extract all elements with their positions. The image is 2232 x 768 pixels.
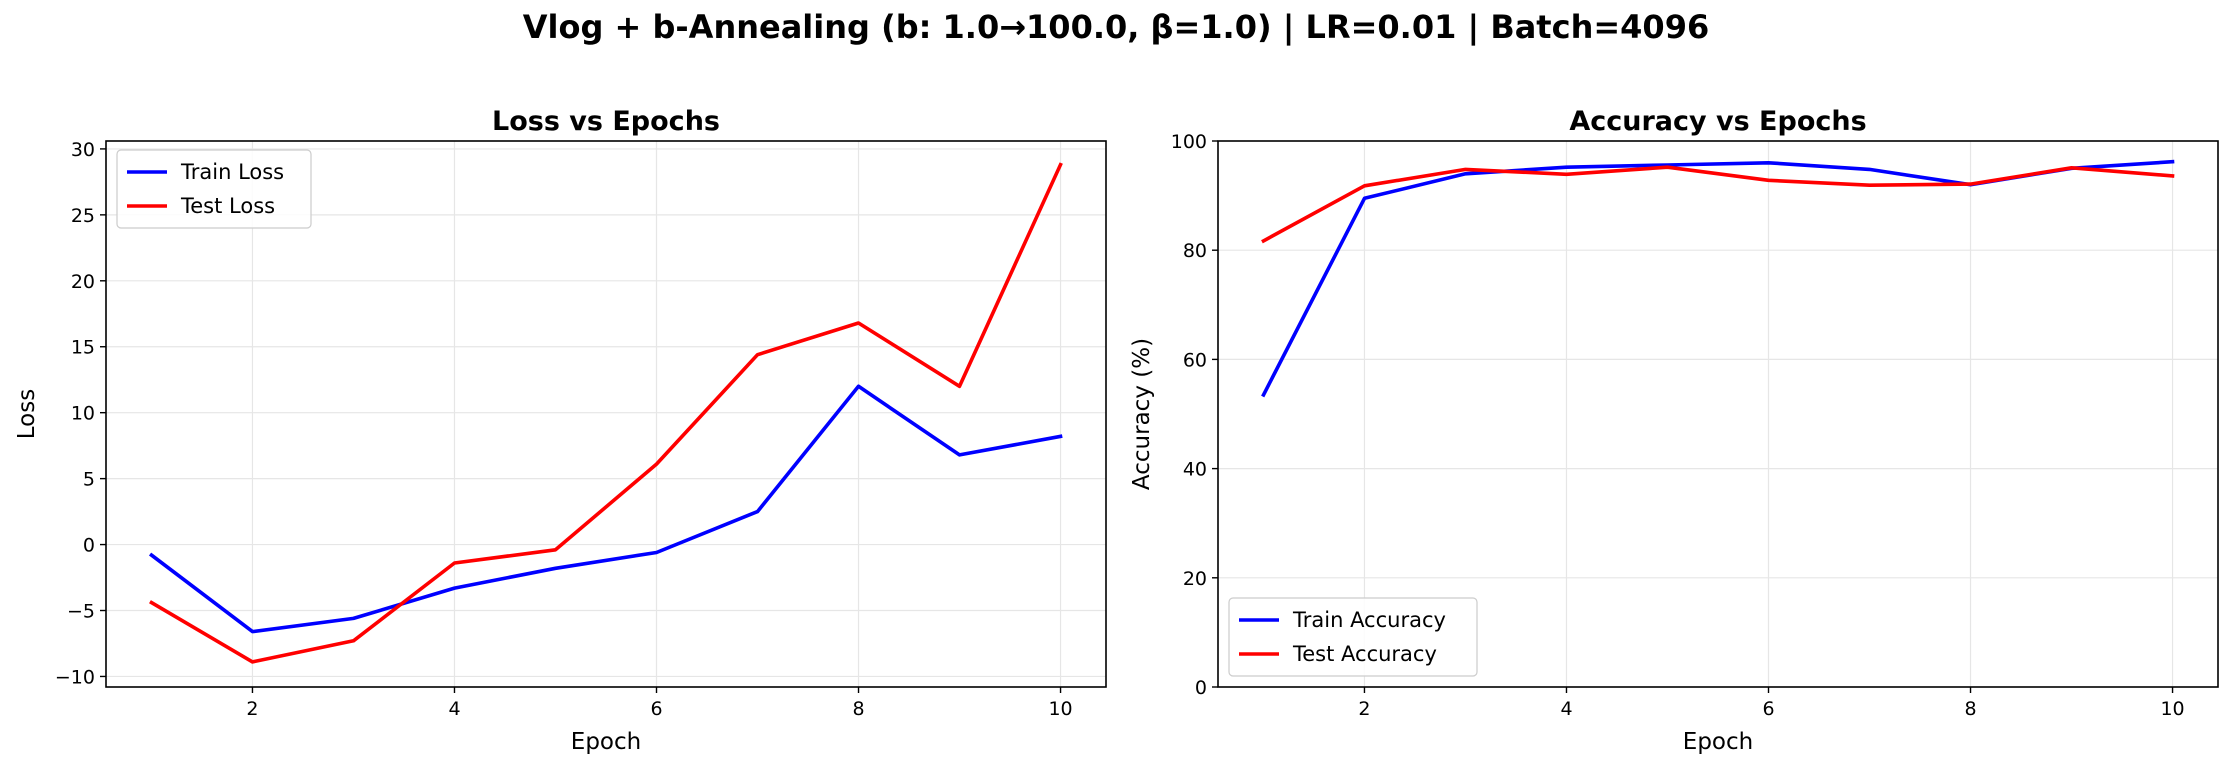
y-tick-label: 0 [1195, 677, 1207, 699]
series-line-test-accuracy [1261, 165, 2175, 244]
y-tick-label: 15 [71, 337, 95, 359]
x-tick-label: 8 [1964, 698, 1976, 720]
y-tick-label: 20 [1183, 568, 1207, 590]
y-tick-label: 10 [71, 403, 95, 425]
plot-frame [1217, 140, 2219, 688]
y-tick-label: 0 [83, 535, 95, 557]
y-tick-label: 30 [71, 139, 95, 161]
y-tick-label: 80 [1183, 240, 1207, 262]
x-tick-label: 4 [1560, 698, 1572, 720]
legend-label: Train Loss [180, 160, 284, 184]
x-tick-label: 6 [1762, 698, 1774, 720]
series-line-test-loss [149, 162, 1063, 664]
x-tick-label: 6 [650, 698, 662, 720]
x-tick-label: 2 [246, 698, 258, 720]
loss-chart: 2 4 6 8 10 −10 −5 0 5 10 15 20 25 30 Loss vs Epochs Epo… [14, 106, 1107, 755]
y-tick-label: 40 [1183, 459, 1207, 481]
series-line-train-loss [148, 384, 1063, 634]
legend-box [116, 149, 312, 229]
chart-title: Loss vs Epochs [492, 106, 720, 137]
legend-label: Test Loss [180, 194, 275, 218]
x-tick-label: 2 [1358, 698, 1370, 720]
y-tick-label: 5 [83, 469, 95, 491]
y-tick-label: −10 [55, 666, 95, 688]
legend-box [1228, 597, 1478, 677]
x-axis-label: Epoch [571, 729, 641, 755]
x-tick-label: 8 [852, 698, 864, 720]
x-tick-label: 10 [2160, 698, 2184, 720]
legend-label: Train Accuracy [1292, 608, 1446, 632]
y-tick-label: 100 [1171, 131, 1207, 153]
figure-title: Vlog + b-Annealing (b: 1.0→100.0, β=1.0)… [522, 8, 1710, 46]
y-axis-label: Loss [14, 389, 40, 439]
legend-label: Test Accuracy [1292, 642, 1437, 666]
x-axis-label: Epoch [1683, 729, 1753, 755]
plot-frame [105, 140, 1107, 688]
y-tick-label: −5 [67, 601, 95, 623]
x-tick-label: 10 [1048, 698, 1072, 720]
y-axis-label: Accuracy (%) [1129, 338, 1155, 490]
y-tick-label: 60 [1183, 349, 1207, 371]
chart-title: Accuracy vs Epochs [1569, 106, 1866, 137]
y-tick-label: 25 [71, 205, 95, 227]
y-tick-label: 20 [71, 271, 95, 293]
x-tick-label: 4 [448, 698, 460, 720]
